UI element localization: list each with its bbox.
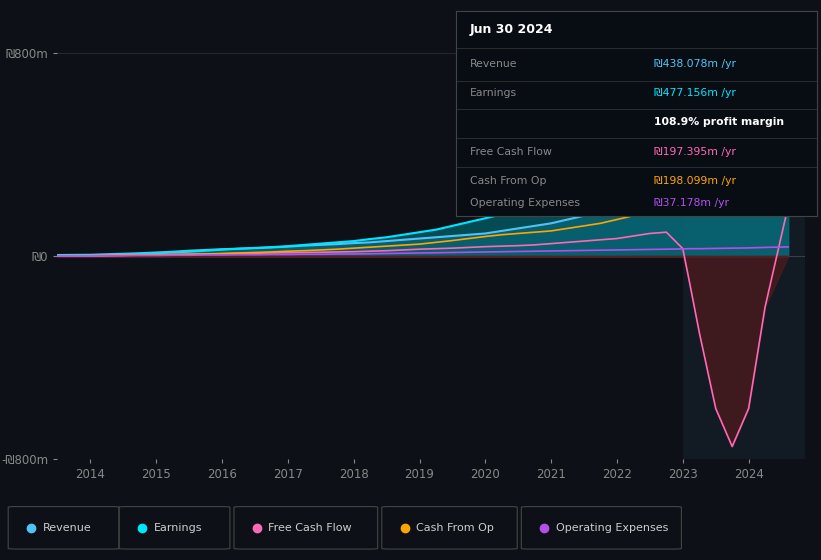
Text: Free Cash Flow: Free Cash Flow	[268, 523, 352, 533]
Text: Operating Expenses: Operating Expenses	[556, 523, 668, 533]
Text: Operating Expenses: Operating Expenses	[470, 198, 580, 208]
Text: Earnings: Earnings	[470, 88, 517, 98]
Text: ₪37.178m /yr: ₪37.178m /yr	[654, 198, 729, 208]
Text: Cash From Op: Cash From Op	[416, 523, 494, 533]
Text: Free Cash Flow: Free Cash Flow	[470, 147, 552, 157]
Text: Jun 30 2024: Jun 30 2024	[470, 24, 553, 36]
Text: Earnings: Earnings	[154, 523, 202, 533]
Text: 108.9% profit margin: 108.9% profit margin	[654, 116, 784, 127]
Text: Cash From Op: Cash From Op	[470, 176, 547, 186]
Text: ₪477.156m /yr: ₪477.156m /yr	[654, 88, 736, 98]
Bar	[683, 28, 805, 459]
Text: ₪197.395m /yr: ₪197.395m /yr	[654, 147, 736, 157]
Text: Revenue: Revenue	[470, 59, 517, 69]
Text: ₪198.099m /yr: ₪198.099m /yr	[654, 176, 736, 186]
Text: Revenue: Revenue	[43, 523, 91, 533]
Text: ₪438.078m /yr: ₪438.078m /yr	[654, 59, 736, 69]
